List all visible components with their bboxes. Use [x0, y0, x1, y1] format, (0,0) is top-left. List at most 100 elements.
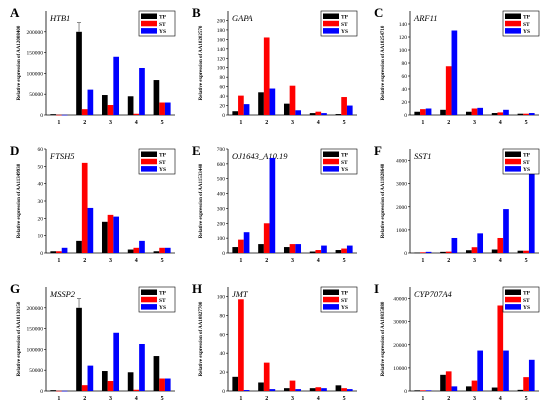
bar-tp	[76, 307, 82, 391]
bar-st	[107, 381, 114, 391]
legend-label: ST	[341, 160, 348, 166]
legend-label: YS	[341, 29, 348, 35]
legend-swatch-st	[141, 158, 157, 165]
y-tick-label: 4000	[396, 159, 407, 165]
legend-label: ST	[341, 298, 348, 304]
bar-st	[159, 102, 165, 115]
y-tick-label: 140	[217, 47, 226, 53]
legend-swatch-ys	[505, 166, 521, 172]
x-tick-label: 3	[109, 120, 112, 126]
panel-g: G MSSP2 Relative expression of AA10130150 0…	[10, 281, 176, 402]
bar-st	[159, 247, 165, 253]
bar-st	[445, 371, 452, 391]
legend-swatch-st	[323, 20, 339, 27]
panel-letter: F	[374, 143, 382, 158]
legend-swatch-tp	[141, 289, 157, 295]
panel-letter: D	[10, 143, 19, 158]
x-tick-label: 2	[265, 258, 268, 264]
y-tick-label: 40	[38, 182, 44, 188]
x-tick-label: 5	[525, 396, 528, 402]
bar-tp	[414, 252, 421, 254]
y-tick-label: 200	[217, 221, 226, 227]
bar-st	[445, 66, 452, 115]
legend-label: TP	[159, 15, 167, 21]
y-tick-label: 50	[38, 164, 44, 170]
y-tick-label: 80	[402, 61, 408, 67]
legend-label: TP	[159, 153, 167, 159]
legend-label: TP	[341, 291, 349, 297]
y-tick-label: 600	[217, 162, 226, 168]
legend-swatch-ys	[505, 304, 521, 310]
bar-ys	[113, 332, 120, 391]
bar-st	[81, 162, 88, 253]
bar-st	[81, 385, 88, 391]
bar-st	[341, 97, 347, 115]
y-tick-label: 10	[38, 234, 44, 240]
x-tick-label: 4	[499, 120, 502, 126]
gene-label: HTB1	[49, 13, 70, 23]
bar-tp	[491, 249, 498, 253]
legend-swatch-st	[505, 158, 521, 165]
bar-ys	[269, 157, 276, 253]
bar-st	[497, 112, 504, 115]
legend-swatch-tp	[505, 151, 521, 157]
bar-ys	[321, 388, 327, 391]
bar-ys	[243, 232, 250, 253]
bar-tp	[414, 390, 421, 391]
y-tick-label: 100000	[27, 71, 44, 77]
legend-swatch-ys	[323, 166, 339, 172]
legend-swatch-tp	[505, 289, 521, 295]
bar-tp	[440, 109, 446, 115]
bar-tp	[440, 251, 446, 253]
legend-label: ST	[341, 22, 348, 28]
x-tick-label: 4	[135, 120, 138, 126]
bar-st	[341, 248, 347, 253]
bar-ys	[113, 56, 120, 115]
y-tick-label: 60	[220, 332, 226, 338]
gene-label: MSSP2	[49, 289, 76, 299]
y-tick-label: 150000	[27, 327, 44, 333]
y-tick-label: 120	[399, 35, 408, 41]
bar-st	[471, 247, 478, 253]
y-tick-label: 60	[38, 147, 44, 153]
y-tick-label: 50000	[29, 92, 43, 98]
x-tick-label: 2	[83, 396, 86, 402]
x-tick-label: 2	[447, 396, 450, 402]
y-tick-label: 2000	[396, 205, 407, 211]
x-tick-label: 3	[291, 258, 294, 264]
panel-letter: E	[192, 143, 201, 158]
bar-ys	[528, 162, 535, 253]
bar-tp	[258, 92, 264, 115]
bar-st	[420, 109, 426, 115]
bar-ys	[451, 237, 458, 253]
legend-label: YS	[341, 167, 348, 173]
legend-label: YS	[341, 305, 348, 311]
panel-c: C ARF11 Relative expression of AA10254710 0…	[374, 5, 540, 126]
x-tick-label: 2	[83, 120, 86, 126]
x-tick-label: 4	[499, 396, 502, 402]
bar-ys	[528, 359, 535, 391]
bar-st	[445, 251, 452, 253]
bar-tp	[335, 114, 342, 115]
bar-st	[523, 113, 529, 115]
y-tick-label: 0	[404, 251, 407, 257]
gene-label: JMT	[232, 289, 249, 299]
legend-swatch-st	[323, 158, 339, 165]
panel-e: E OJ1643_A10.19 Relative expression of AA1…	[192, 143, 358, 264]
legend-swatch-st	[505, 296, 521, 303]
y-tick-label: 200	[217, 18, 226, 24]
panel-d: D FTSH5 Relative expression of AA11349930 0…	[10, 143, 176, 264]
y-axis-label: Relative expression of AA11828640	[381, 163, 386, 238]
bar-st	[107, 105, 114, 115]
bar-ys	[425, 108, 432, 115]
panel-h: H JMT Relative expression of AA10827700 0 20…	[192, 281, 358, 402]
legend-swatch-tp	[141, 13, 157, 19]
legend-swatch-ys	[323, 28, 339, 34]
legend-label: YS	[159, 305, 166, 311]
legend-label: YS	[523, 305, 530, 311]
x-tick-label: 1	[239, 258, 242, 264]
y-tick-label: 700	[217, 147, 226, 153]
bar-ys	[295, 389, 302, 391]
bar-st	[238, 95, 244, 115]
